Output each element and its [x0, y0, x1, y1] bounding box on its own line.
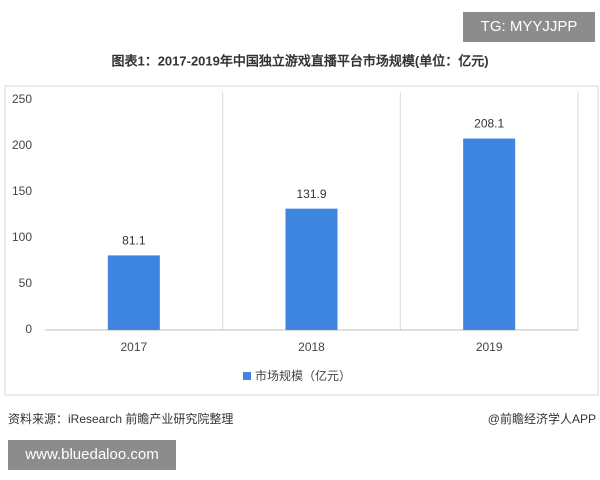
credit: @前瞻经济学人APP [488, 411, 596, 426]
y-tick-label: 50 [19, 276, 33, 290]
y-tick-label: 100 [12, 230, 32, 244]
y-tick-label: 150 [12, 184, 32, 198]
bar [107, 255, 160, 330]
legend-swatch [243, 372, 251, 380]
source: 资料来源：iResearch 前瞻产业研究院整理 [8, 411, 233, 426]
watermark-box [463, 12, 595, 42]
x-tick-label: 2019 [476, 340, 503, 354]
value-label: 131.9 [296, 187, 326, 201]
x-tick-label: 2017 [120, 340, 147, 354]
legend-label: 市场规模（亿元） [255, 368, 351, 383]
site: www.bluedaloo.com [24, 446, 158, 463]
value-label: 208.1 [474, 117, 504, 131]
bar [285, 208, 338, 330]
y-tick-label: 250 [12, 92, 32, 106]
value-label: 81.1 [122, 234, 146, 248]
y-tick-label: 0 [25, 322, 32, 336]
site-box [8, 440, 176, 470]
bar [463, 138, 516, 330]
chart-frame [4, 85, 599, 396]
chart-title: 图表1：2017-2019年中国独立游戏直播平台市场规模(单位：亿元) [111, 53, 488, 68]
watermark: TG: MYYJJPP [481, 18, 578, 35]
y-tick-label: 200 [12, 138, 32, 152]
x-tick-label: 2018 [298, 340, 325, 354]
